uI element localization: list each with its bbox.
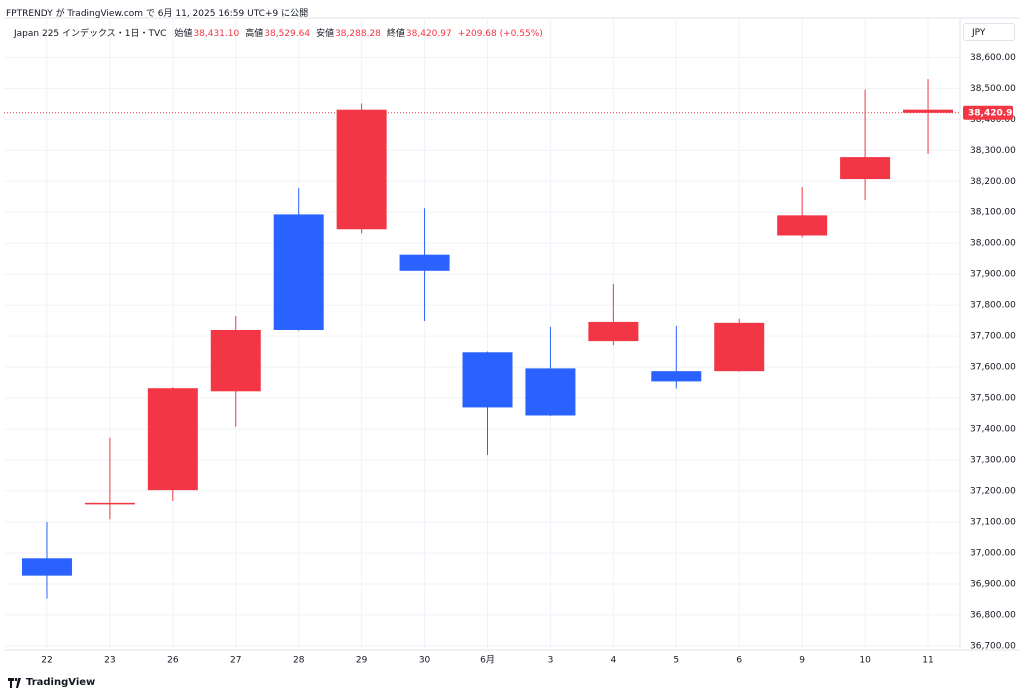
x-tick-label: 22 bbox=[41, 656, 52, 666]
y-tick-label: 38,000.00 bbox=[970, 239, 1016, 249]
x-tick-label: 30 bbox=[419, 656, 431, 666]
candle-body bbox=[714, 322, 765, 372]
y-tick-label: 38,300.00 bbox=[970, 146, 1016, 156]
candle-body bbox=[21, 558, 72, 576]
legend-value: 38,288.28 bbox=[335, 29, 381, 39]
candle-body bbox=[903, 109, 954, 113]
y-tick-label: 38,100.00 bbox=[970, 208, 1016, 218]
y-tick-label: 37,200.00 bbox=[970, 487, 1016, 497]
y-tick-label: 37,300.00 bbox=[970, 456, 1016, 466]
candle-body bbox=[525, 368, 576, 416]
currency-button[interactable]: JPY bbox=[963, 23, 1015, 41]
y-tick-label: 38,500.00 bbox=[970, 84, 1016, 94]
y-tick-label: 38,200.00 bbox=[970, 177, 1016, 187]
candle-body bbox=[210, 329, 261, 392]
legend-label: 終値 bbox=[386, 29, 405, 39]
x-tick-label: 29 bbox=[356, 656, 368, 666]
x-tick-label: 23 bbox=[104, 656, 115, 666]
candle-body bbox=[777, 215, 828, 236]
x-tick-label: 27 bbox=[230, 656, 241, 666]
legend-change: +209.68 (+0.55%) bbox=[457, 29, 543, 39]
legend-label: 始値 bbox=[174, 29, 193, 39]
footer: TradingView bbox=[8, 677, 95, 688]
y-tick-label: 37,400.00 bbox=[970, 425, 1016, 435]
y-tick-label: 37,000.00 bbox=[970, 549, 1016, 559]
candle-body bbox=[147, 388, 198, 491]
x-tick-label: 10 bbox=[859, 656, 871, 666]
legend-value: 38,420.97 bbox=[405, 29, 452, 39]
legend-value: 38,529.64 bbox=[264, 29, 311, 39]
y-tick-label: 37,900.00 bbox=[970, 270, 1016, 280]
y-tick-label: 37,700.00 bbox=[970, 332, 1016, 342]
candle-body bbox=[651, 371, 702, 382]
candle-body bbox=[840, 157, 891, 180]
y-tick-label: 37,800.00 bbox=[970, 301, 1016, 311]
x-tick-label: 26 bbox=[167, 656, 179, 666]
symbol: Japan 225 インデックス・1日・TVC bbox=[14, 29, 167, 39]
price-label: 38,420.97 bbox=[968, 108, 1019, 118]
x-tick-label: 28 bbox=[293, 656, 305, 666]
y-tick-label: 36,900.00 bbox=[970, 580, 1016, 590]
y-tick-label: 37,600.00 bbox=[970, 363, 1016, 373]
x-tick-label: 5 bbox=[673, 656, 679, 666]
x-tick-label: 3 bbox=[548, 656, 554, 666]
footer-text: TradingView bbox=[26, 677, 96, 688]
y-tick-label: 37,500.00 bbox=[970, 394, 1016, 404]
candle-body bbox=[273, 214, 324, 330]
legend: Japan 225 インデックス・1日・TVC 始値38,431.10 高値38,5… bbox=[14, 26, 549, 39]
logo bbox=[8, 677, 21, 688]
x-tick-label: 11 bbox=[922, 656, 933, 666]
x-tick-label: 9 bbox=[799, 656, 805, 666]
legend-label: 高値 bbox=[245, 29, 264, 39]
y-tick-label: 36,700.00 bbox=[970, 641, 1016, 651]
candle-body bbox=[399, 254, 450, 271]
legend-value: 38,431.10 bbox=[193, 29, 240, 39]
candle-body bbox=[462, 352, 513, 408]
x-tick-label: 6 bbox=[736, 656, 742, 666]
candle-body bbox=[84, 502, 135, 505]
y-tick-label: 38,600.00 bbox=[970, 53, 1016, 63]
header: FPTRENDY が TradingView.com で 6月 11, 2025… bbox=[6, 9, 309, 19]
legend-label: 安値 bbox=[316, 29, 335, 39]
candle-body bbox=[588, 321, 639, 342]
x-tick-label: 6月 bbox=[480, 655, 495, 666]
candle-body bbox=[336, 109, 387, 230]
price-label-box bbox=[963, 105, 1013, 120]
y-tick-label: 36,800.00 bbox=[970, 610, 1016, 620]
x-tick-label: 4 bbox=[610, 656, 616, 666]
y-tick-label: 37,100.00 bbox=[970, 518, 1016, 528]
